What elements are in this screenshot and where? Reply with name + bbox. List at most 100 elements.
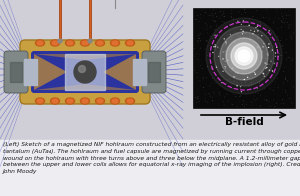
- Point: [256, 45, 260, 48]
- Point: [238, 46, 243, 49]
- Polygon shape: [34, 84, 136, 90]
- Point: [272, 40, 276, 44]
- Point: [239, 23, 244, 26]
- Point: [229, 50, 234, 53]
- Point: [223, 50, 228, 53]
- Point: [288, 68, 292, 71]
- Point: [225, 78, 230, 81]
- Point: [270, 49, 275, 52]
- Point: [247, 101, 251, 104]
- Point: [254, 72, 259, 75]
- Point: [243, 20, 248, 23]
- Point: [211, 9, 216, 12]
- Point: [211, 29, 215, 32]
- Point: [216, 27, 221, 30]
- Point: [230, 48, 235, 51]
- Point: [212, 65, 216, 69]
- Point: [226, 63, 230, 66]
- Point: [230, 67, 235, 70]
- Ellipse shape: [67, 99, 73, 103]
- Point: [236, 45, 241, 48]
- Point: [212, 36, 217, 39]
- Circle shape: [58, 39, 62, 43]
- Point: [248, 17, 252, 20]
- Point: [259, 24, 264, 27]
- Point: [229, 103, 234, 106]
- Point: [249, 54, 254, 57]
- Point: [257, 47, 262, 50]
- Point: [205, 45, 209, 48]
- Point: [267, 33, 272, 36]
- Point: [254, 47, 259, 50]
- Bar: [133, 59, 146, 85]
- Point: [195, 71, 200, 74]
- Point: [265, 66, 269, 69]
- Point: [223, 66, 228, 70]
- Point: [200, 93, 205, 97]
- Point: [248, 57, 252, 61]
- Point: [228, 77, 232, 81]
- Point: [218, 93, 222, 96]
- Point: [248, 29, 253, 32]
- Point: [233, 21, 238, 24]
- Point: [268, 42, 272, 45]
- Point: [220, 20, 225, 23]
- Point: [224, 44, 228, 47]
- Point: [256, 92, 261, 95]
- Point: [263, 62, 268, 65]
- Bar: [148, 62, 160, 82]
- Point: [274, 69, 278, 72]
- Point: [276, 20, 281, 23]
- Point: [238, 21, 243, 24]
- Point: [265, 61, 270, 64]
- Point: [249, 57, 254, 61]
- Point: [193, 55, 198, 58]
- Point: [285, 80, 290, 83]
- Point: [258, 23, 262, 26]
- Point: [203, 93, 208, 96]
- Point: [234, 93, 239, 96]
- Point: [203, 47, 208, 51]
- Point: [237, 100, 242, 103]
- Point: [229, 70, 233, 73]
- Point: [208, 95, 213, 98]
- Point: [266, 63, 271, 66]
- Point: [258, 104, 263, 108]
- Point: [215, 53, 220, 56]
- Point: [250, 32, 255, 35]
- Point: [213, 28, 218, 31]
- Point: [281, 102, 286, 105]
- Point: [258, 94, 262, 97]
- Point: [232, 80, 237, 83]
- Point: [280, 98, 285, 101]
- Point: [195, 76, 200, 79]
- Circle shape: [220, 32, 268, 80]
- Point: [264, 95, 268, 98]
- Point: [210, 65, 215, 68]
- Point: [249, 84, 254, 87]
- Point: [254, 58, 259, 61]
- Point: [256, 29, 260, 32]
- Point: [291, 85, 296, 89]
- Point: [264, 101, 268, 104]
- Point: [218, 61, 223, 64]
- Point: [229, 64, 234, 67]
- Point: [228, 97, 233, 100]
- Point: [194, 94, 199, 97]
- Point: [214, 28, 219, 32]
- Point: [291, 32, 296, 35]
- Point: [278, 8, 283, 11]
- Point: [238, 87, 243, 90]
- Point: [195, 39, 200, 42]
- Point: [257, 81, 262, 84]
- Point: [203, 96, 208, 99]
- Point: [204, 39, 209, 42]
- Point: [250, 61, 254, 64]
- Point: [238, 61, 243, 64]
- Point: [222, 12, 226, 15]
- Point: [279, 25, 284, 29]
- Point: [212, 45, 216, 48]
- Point: [230, 35, 235, 38]
- Point: [203, 22, 208, 25]
- Point: [222, 20, 226, 24]
